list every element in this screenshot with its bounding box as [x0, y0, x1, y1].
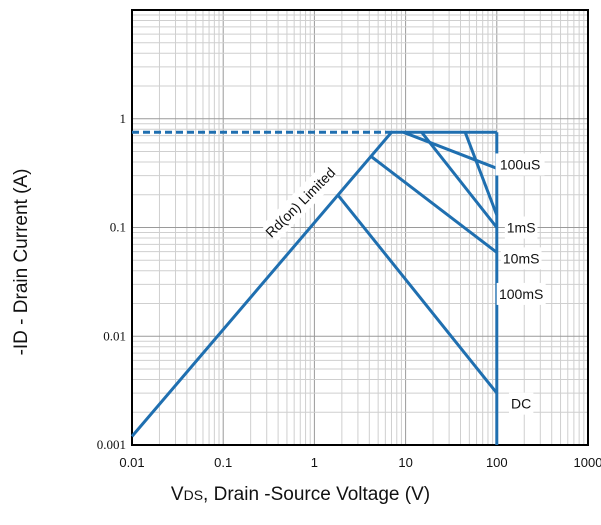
- annotation-label-10ms: 10mS: [503, 250, 540, 266]
- x-tick-label: 1: [311, 455, 318, 470]
- annotation-label-1ms: 1mS: [507, 220, 536, 236]
- series-line-100us: [403, 130, 498, 170]
- chart-ticks: 0.01 0.1 1 10 100 1000 0.001 0.01 0.1 1: [97, 111, 601, 470]
- annotation-background: [504, 216, 538, 239]
- y-tick-label: 0.01: [103, 328, 126, 343]
- series-line-100ms: [463, 131, 499, 216]
- annotation-background: [508, 392, 534, 415]
- x-axis-label: VDS, Drain -Source Voltage (V): [0, 484, 601, 506]
- y-tick-label: 1: [120, 111, 127, 126]
- series-line-10ms: [370, 155, 498, 254]
- y-axis-label-container: -ID - Drain Current (A): [0, 0, 44, 525]
- x-tick-label: 100: [486, 455, 508, 470]
- plot-frame: [131, 9, 589, 446]
- annotation-label-dc: DC: [511, 396, 531, 412]
- x-tick-label: 0.01: [119, 455, 144, 470]
- annotation-background: [261, 163, 340, 242]
- x-axis-label-rest: , Drain -Source Voltage (V): [203, 484, 431, 505]
- x-axis-label-subscript: DS: [183, 487, 204, 503]
- x-tick-label: 10: [398, 455, 412, 470]
- annotation-background: [500, 247, 542, 270]
- x-tick-label: 1000: [574, 455, 601, 470]
- annotation-label-100us: 100uS: [500, 156, 540, 172]
- y-axis-label: -ID - Drain Current (A): [11, 168, 32, 356]
- y-tick-label: 0.1: [110, 220, 126, 235]
- series-line-rd-on-limited: [130, 131, 393, 438]
- y-tick-label: 0.001: [97, 437, 126, 452]
- annotation-background: [495, 153, 545, 176]
- series-line-dc: [336, 193, 498, 395]
- annotation-label-100ms: 100mS: [499, 286, 543, 302]
- series-line-1ms: [420, 131, 498, 229]
- x-axis-label-prefix: V: [170, 484, 184, 505]
- annotation-background: [496, 282, 546, 305]
- x-tick-label: 0.1: [214, 455, 232, 470]
